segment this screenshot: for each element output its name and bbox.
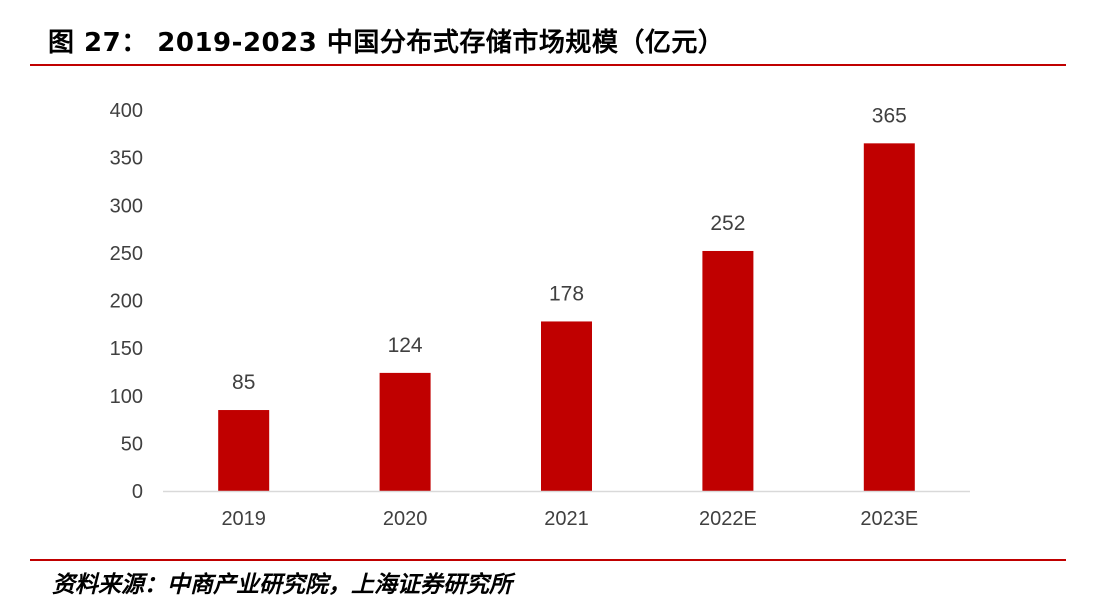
- data-label-2023E: 365: [872, 104, 907, 127]
- source-note: 资料来源：中商产业研究院，上海证券研究所: [52, 571, 512, 598]
- y-tick-label: 50: [121, 433, 143, 455]
- data-label-2022E: 252: [710, 212, 745, 235]
- x-tick-label: 2023E: [860, 508, 918, 530]
- x-tick-label: 2021: [544, 508, 589, 530]
- bar-series: [218, 143, 915, 491]
- y-tick-label: 0: [132, 481, 143, 503]
- bar-2023E: [863, 143, 915, 491]
- figure-title: 图 27： 2019-2023 中国分布式存储市场规模（亿元）: [48, 28, 725, 58]
- data-label-2021: 178: [549, 282, 584, 305]
- x-tick-label: 2022E: [699, 508, 757, 530]
- bar-2020: [379, 372, 431, 491]
- y-tick-label: 250: [110, 243, 143, 265]
- data-labels: 85 124 178 252 365: [232, 104, 907, 394]
- x-tick-label: 2020: [383, 508, 428, 530]
- y-axis-ticks: 0 50 100 150 200 250 300 350 400: [110, 100, 143, 503]
- title-divider: [30, 64, 1066, 66]
- y-tick-label: 200: [110, 291, 143, 313]
- y-tick-label: 400: [110, 100, 143, 122]
- bar-2021: [541, 321, 592, 491]
- y-tick-label: 150: [110, 338, 143, 360]
- x-tick-label: 2019: [221, 508, 266, 530]
- bar-2022E: [702, 250, 754, 491]
- y-tick-label: 100: [110, 386, 143, 408]
- y-tick-label: 300: [110, 195, 143, 217]
- y-tick-label: 350: [110, 148, 143, 170]
- source-divider: [30, 559, 1066, 561]
- data-label-2019: 85: [232, 371, 255, 394]
- data-label-2020: 124: [388, 334, 423, 357]
- bar-2019: [218, 410, 270, 491]
- x-axis-ticks: 2019 2020 2021 2022E 2023E: [221, 508, 918, 530]
